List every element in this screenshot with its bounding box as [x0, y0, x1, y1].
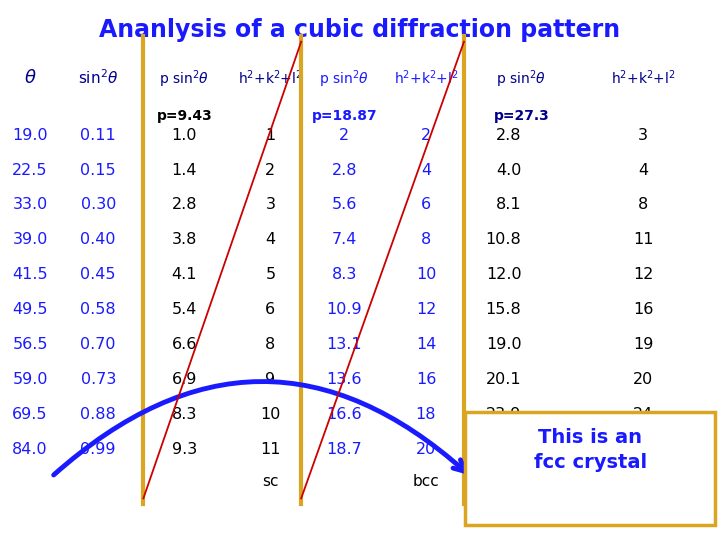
Text: 0.30: 0.30: [81, 198, 116, 212]
Text: 12: 12: [633, 267, 654, 282]
Text: 9.3: 9.3: [171, 442, 197, 457]
Text: 16: 16: [633, 302, 654, 317]
Text: 4.0: 4.0: [496, 163, 521, 178]
Text: 18.7: 18.7: [326, 442, 362, 457]
Text: fcc: fcc: [632, 474, 654, 489]
Text: 8.3: 8.3: [171, 407, 197, 422]
Text: 10.9: 10.9: [326, 302, 362, 317]
Text: 2.8: 2.8: [331, 163, 357, 178]
Text: bcc: bcc: [413, 474, 439, 489]
Text: 19.0: 19.0: [486, 337, 521, 352]
Text: 6: 6: [265, 302, 276, 317]
Text: 0.40: 0.40: [81, 232, 116, 247]
Text: 2: 2: [339, 127, 349, 143]
Text: p sin$^2\theta$: p sin$^2\theta$: [159, 69, 210, 90]
Text: 59.0: 59.0: [12, 372, 48, 387]
Text: 27.0: 27.0: [486, 442, 521, 457]
Text: 49.5: 49.5: [12, 302, 48, 317]
Text: 56.5: 56.5: [12, 337, 48, 352]
Text: 84.0: 84.0: [12, 442, 48, 457]
Text: 12.0: 12.0: [486, 267, 521, 282]
Text: This is an
fcc crystal: This is an fcc crystal: [534, 428, 647, 472]
Text: 15.8: 15.8: [485, 302, 521, 317]
Text: 7.4: 7.4: [331, 232, 357, 247]
Text: 0.58: 0.58: [81, 302, 116, 317]
Text: 1.0: 1.0: [171, 127, 197, 143]
Text: 5.6: 5.6: [331, 198, 357, 212]
Text: p=18.87: p=18.87: [312, 109, 377, 123]
Text: 13.6: 13.6: [326, 372, 362, 387]
Text: 5.4: 5.4: [171, 302, 197, 317]
Text: 4.1: 4.1: [171, 267, 197, 282]
Text: h$^2$+k$^2$+l$^2$: h$^2$+k$^2$+l$^2$: [238, 69, 302, 87]
Text: 11: 11: [633, 232, 654, 247]
Text: 16.6: 16.6: [326, 407, 362, 422]
Text: 2.8: 2.8: [171, 198, 197, 212]
Text: $\theta$: $\theta$: [24, 69, 37, 86]
Text: p=27.3: p=27.3: [493, 109, 549, 123]
Text: 69.5: 69.5: [12, 407, 48, 422]
Text: 20.1: 20.1: [486, 372, 521, 387]
Text: 0.99: 0.99: [81, 442, 116, 457]
Text: 4: 4: [265, 232, 276, 247]
Text: 24: 24: [633, 407, 654, 422]
Text: 0.11: 0.11: [81, 127, 116, 143]
Text: 13.1: 13.1: [326, 337, 362, 352]
Text: 9: 9: [265, 372, 276, 387]
Text: 41.5: 41.5: [12, 267, 48, 282]
Text: 0.70: 0.70: [81, 337, 116, 352]
Text: 5: 5: [265, 267, 276, 282]
Text: 0.45: 0.45: [81, 267, 116, 282]
Text: 4: 4: [421, 163, 431, 178]
Text: p=9.43: p=9.43: [156, 109, 212, 123]
Text: 12: 12: [415, 302, 436, 317]
Text: 2: 2: [421, 127, 431, 143]
Text: 2.8: 2.8: [496, 127, 521, 143]
Text: 6.6: 6.6: [171, 337, 197, 352]
Text: p sin$^2\theta$: p sin$^2\theta$: [319, 69, 369, 90]
Text: 19.0: 19.0: [12, 127, 48, 143]
Text: h$^2$+k$^2$+l$^2$: h$^2$+k$^2$+l$^2$: [611, 69, 675, 87]
Text: 23.9: 23.9: [486, 407, 521, 422]
Text: 6: 6: [421, 198, 431, 212]
Text: 18: 18: [415, 407, 436, 422]
Text: 14: 14: [415, 337, 436, 352]
Text: 8.1: 8.1: [496, 198, 521, 212]
Text: 1.4: 1.4: [171, 163, 197, 178]
Text: 3: 3: [266, 198, 275, 212]
Text: Ananlysis of a cubic diffraction pattern: Ananlysis of a cubic diffraction pattern: [99, 17, 621, 42]
Text: 8: 8: [638, 198, 649, 212]
Text: 20: 20: [633, 372, 654, 387]
Text: 10.8: 10.8: [485, 232, 521, 247]
Text: 27: 27: [633, 442, 654, 457]
Text: h$^2$+k$^2$+l$^2$: h$^2$+k$^2$+l$^2$: [394, 69, 459, 87]
Text: 11: 11: [260, 442, 281, 457]
Text: p sin$^2\theta$: p sin$^2\theta$: [496, 69, 546, 90]
Text: 2: 2: [265, 163, 276, 178]
Text: 0.73: 0.73: [81, 372, 116, 387]
Text: sc: sc: [262, 474, 279, 489]
Text: 3.8: 3.8: [171, 232, 197, 247]
Text: 6.9: 6.9: [171, 372, 197, 387]
Text: 8: 8: [265, 337, 276, 352]
FancyBboxPatch shape: [465, 413, 715, 525]
Text: 39.0: 39.0: [12, 232, 48, 247]
Text: 3: 3: [639, 127, 648, 143]
Text: 33.0: 33.0: [12, 198, 48, 212]
Text: 19: 19: [633, 337, 654, 352]
Text: 0.15: 0.15: [81, 163, 116, 178]
Text: 10: 10: [260, 407, 281, 422]
Text: 8.3: 8.3: [331, 267, 357, 282]
Text: 1: 1: [265, 127, 276, 143]
Text: 0.88: 0.88: [81, 407, 116, 422]
Text: 22.5: 22.5: [12, 163, 48, 178]
Text: 20: 20: [416, 442, 436, 457]
Text: 10: 10: [415, 267, 436, 282]
Text: 16: 16: [415, 372, 436, 387]
Text: 8: 8: [421, 232, 431, 247]
Text: sin$^2\theta$: sin$^2\theta$: [78, 69, 118, 87]
Text: 4: 4: [638, 163, 649, 178]
